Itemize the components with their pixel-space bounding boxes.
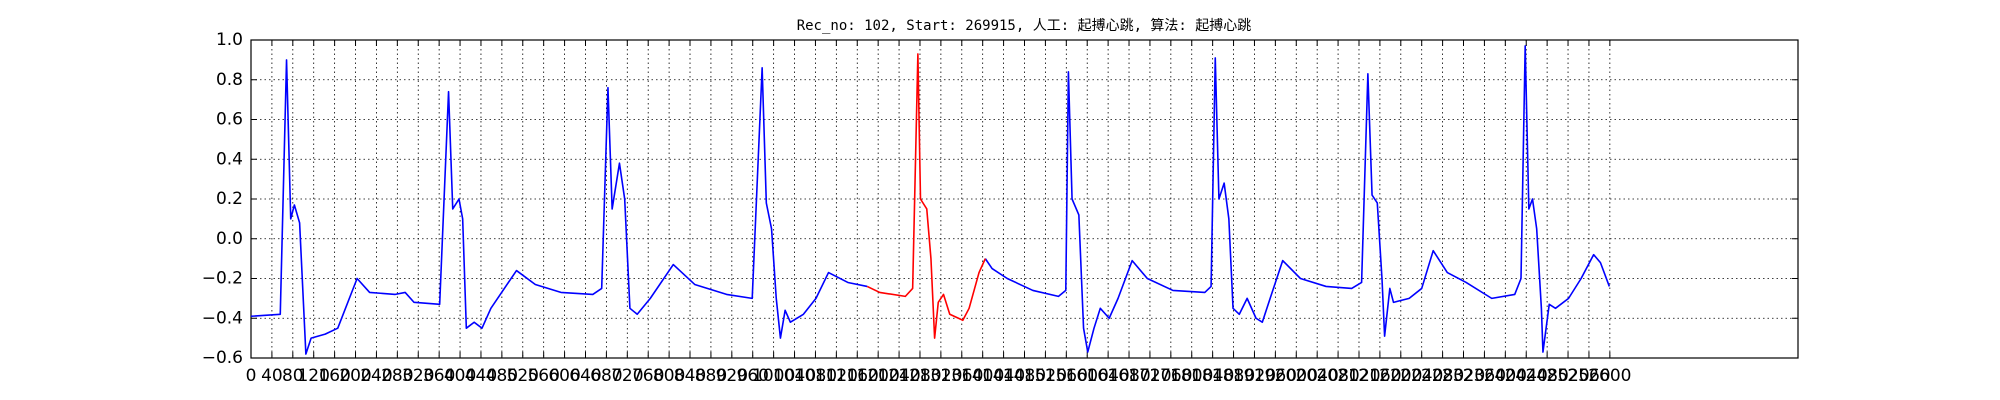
x-tick-label: 1520 bbox=[1024, 366, 1067, 386]
x-tick-label: 2160 bbox=[1358, 366, 1401, 386]
x-tick-label: 2240 bbox=[1400, 366, 1443, 386]
x-tick-label: 2040 bbox=[1296, 366, 1339, 386]
y-tick-label: 0.2 bbox=[216, 189, 243, 209]
x-tick-label: 120 bbox=[297, 366, 329, 386]
x-tick-label: 1440 bbox=[982, 366, 1025, 386]
x-tick-label: 960 bbox=[737, 366, 769, 386]
x-tick-label: 1160 bbox=[836, 366, 879, 386]
x-tick-label: 40 bbox=[261, 366, 283, 386]
x-tick-label: 1040 bbox=[773, 366, 816, 386]
x-tick-label: 2600 bbox=[1588, 366, 1631, 386]
x-tick-label: 200 bbox=[339, 366, 371, 386]
x-tick-label: 1480 bbox=[1003, 366, 1046, 386]
y-tick-label: 1.0 bbox=[216, 30, 243, 50]
chart-title: Rec_no: 102, Start: 269915, 人工: 起搏心跳, 算法… bbox=[797, 17, 1252, 34]
x-tick-label: 1920 bbox=[1233, 366, 1276, 386]
y-tick-label: −0.6 bbox=[202, 348, 243, 368]
x-tick-label: 1120 bbox=[815, 366, 858, 386]
x-tick-label: 680 bbox=[590, 366, 622, 386]
x-tick-label: 2120 bbox=[1337, 366, 1380, 386]
x-tick-label: 1720 bbox=[1128, 366, 1171, 386]
x-tick-label: 280 bbox=[381, 366, 413, 386]
x-tick-label: 160 bbox=[318, 366, 350, 386]
x-tick-label: 2280 bbox=[1421, 366, 1464, 386]
x-tick-label: 880 bbox=[695, 366, 727, 386]
x-tick-label: 2000 bbox=[1275, 366, 1318, 386]
x-tick-label: 1880 bbox=[1212, 366, 1255, 386]
x-tick-label: 1000 bbox=[752, 366, 795, 386]
x-tick-label: 760 bbox=[632, 366, 664, 386]
x-tick-label: 1200 bbox=[857, 366, 900, 386]
x-tick-label: 240 bbox=[360, 366, 392, 386]
x-tick-label: 640 bbox=[569, 366, 601, 386]
x-tick-label: 2200 bbox=[1379, 366, 1422, 386]
x-tick-label: 520 bbox=[507, 366, 539, 386]
x-tick-label: 800 bbox=[653, 366, 685, 386]
x-tick-label: 1240 bbox=[877, 366, 920, 386]
x-tick-label: 2400 bbox=[1484, 366, 1527, 386]
x-tick-label: 2320 bbox=[1442, 366, 1485, 386]
y-tick-label: 0.6 bbox=[216, 110, 243, 130]
x-tick-label: 440 bbox=[465, 366, 497, 386]
line-series bbox=[866, 53, 987, 339]
x-tick-label: 2480 bbox=[1526, 366, 1569, 386]
x-tick-label: 720 bbox=[611, 366, 643, 386]
x-tick-label: 1280 bbox=[898, 366, 941, 386]
y-tick-label: 0.0 bbox=[216, 229, 243, 249]
x-tick-label: 1080 bbox=[794, 366, 837, 386]
x-tick-label: 480 bbox=[486, 366, 518, 386]
x-tick-label: 1840 bbox=[1191, 366, 1234, 386]
x-tick-label: 2520 bbox=[1546, 366, 1589, 386]
x-tick-label: 1960 bbox=[1254, 366, 1297, 386]
x-tick-label: 400 bbox=[444, 366, 476, 386]
line-series bbox=[250, 59, 868, 355]
x-tick-label: 2560 bbox=[1567, 366, 1610, 386]
y-tick-label: 0.8 bbox=[216, 70, 243, 90]
x-tick-label: 2360 bbox=[1463, 366, 1506, 386]
x-tick-label: 1800 bbox=[1170, 366, 1213, 386]
x-tick-label: 360 bbox=[423, 366, 455, 386]
x-tick-label: 1600 bbox=[1066, 366, 1109, 386]
x-tick-label: 2440 bbox=[1505, 366, 1548, 386]
x-tick-label: 1680 bbox=[1107, 366, 1150, 386]
y-tick-label: −0.2 bbox=[202, 269, 243, 289]
x-tick-label: 1320 bbox=[919, 366, 962, 386]
x-tick-label: 1640 bbox=[1086, 366, 1129, 386]
x-tick-label: 1360 bbox=[940, 366, 983, 386]
x-tick-label: 840 bbox=[674, 366, 706, 386]
x-tick-label: 0 bbox=[246, 366, 257, 386]
y-tick-label: −0.4 bbox=[202, 308, 243, 328]
x-tick-label: 1560 bbox=[1045, 366, 1088, 386]
x-tick-label: 920 bbox=[716, 366, 748, 386]
x-tick-label: 600 bbox=[548, 366, 580, 386]
y-tick-label: 0.4 bbox=[216, 149, 243, 169]
x-tick-label: 320 bbox=[402, 366, 434, 386]
x-tick-label: 560 bbox=[527, 366, 559, 386]
x-tick-label: 1400 bbox=[961, 366, 1004, 386]
x-tick-label: 2080 bbox=[1316, 366, 1359, 386]
x-tick-label: 1760 bbox=[1149, 366, 1192, 386]
x-tick-label: 80 bbox=[282, 366, 304, 386]
line-series bbox=[984, 45, 1611, 353]
